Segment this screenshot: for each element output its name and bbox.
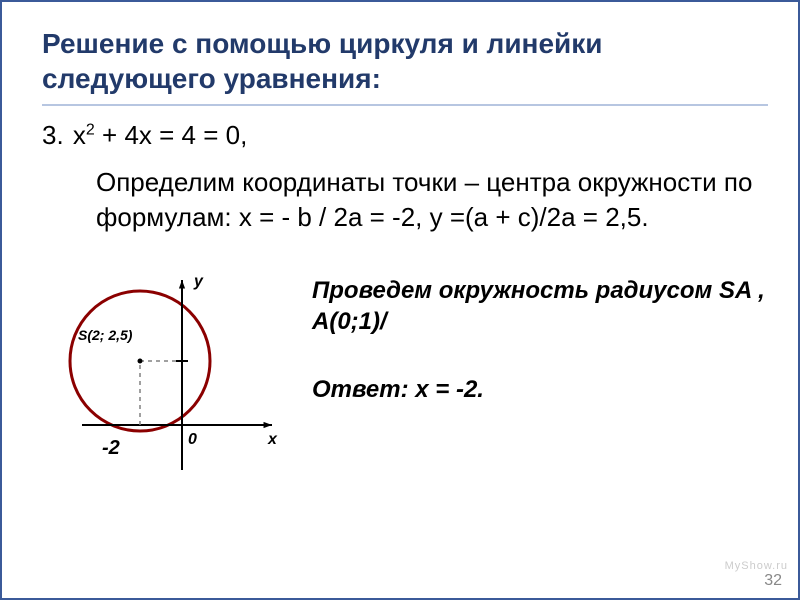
diagram-svg [42, 255, 302, 485]
body-text: Определим координаты точки – центра окру… [96, 165, 758, 235]
diagram-label-minus2: -2 [102, 437, 120, 460]
equation-prefix: 3. [42, 120, 64, 150]
page-number: 32 [764, 572, 782, 590]
circle-instruction: Проведем окружность радиусом SA , А(0;1)… [312, 275, 768, 337]
slide: Решение с помощью циркуля и линейки след… [0, 0, 800, 600]
diagram-label-y: у [194, 273, 203, 291]
diagram-label-x: x [268, 431, 277, 449]
diagram: у x 0 -2 S(2; 2,5) [42, 255, 302, 485]
diagram-label-zero: 0 [188, 431, 197, 449]
lower-region: у x 0 -2 S(2; 2,5) Проведем окружность радиу… [42, 255, 768, 485]
equation-expr: х2 + 4х = 4 = 0, [73, 120, 247, 150]
watermark: MyShow.ru [725, 560, 788, 572]
equation-line: 3. х2 + 4х = 4 = 0, [42, 120, 768, 151]
slide-title: Решение с помощью циркуля и линейки след… [42, 26, 768, 96]
right-text-block: Проведем окружность радиусом SA , А(0;1)… [302, 255, 768, 403]
answer: Ответ: х = -2. [312, 376, 768, 404]
diagram-label-S: S(2; 2,5) [78, 327, 132, 343]
divider [42, 104, 768, 106]
